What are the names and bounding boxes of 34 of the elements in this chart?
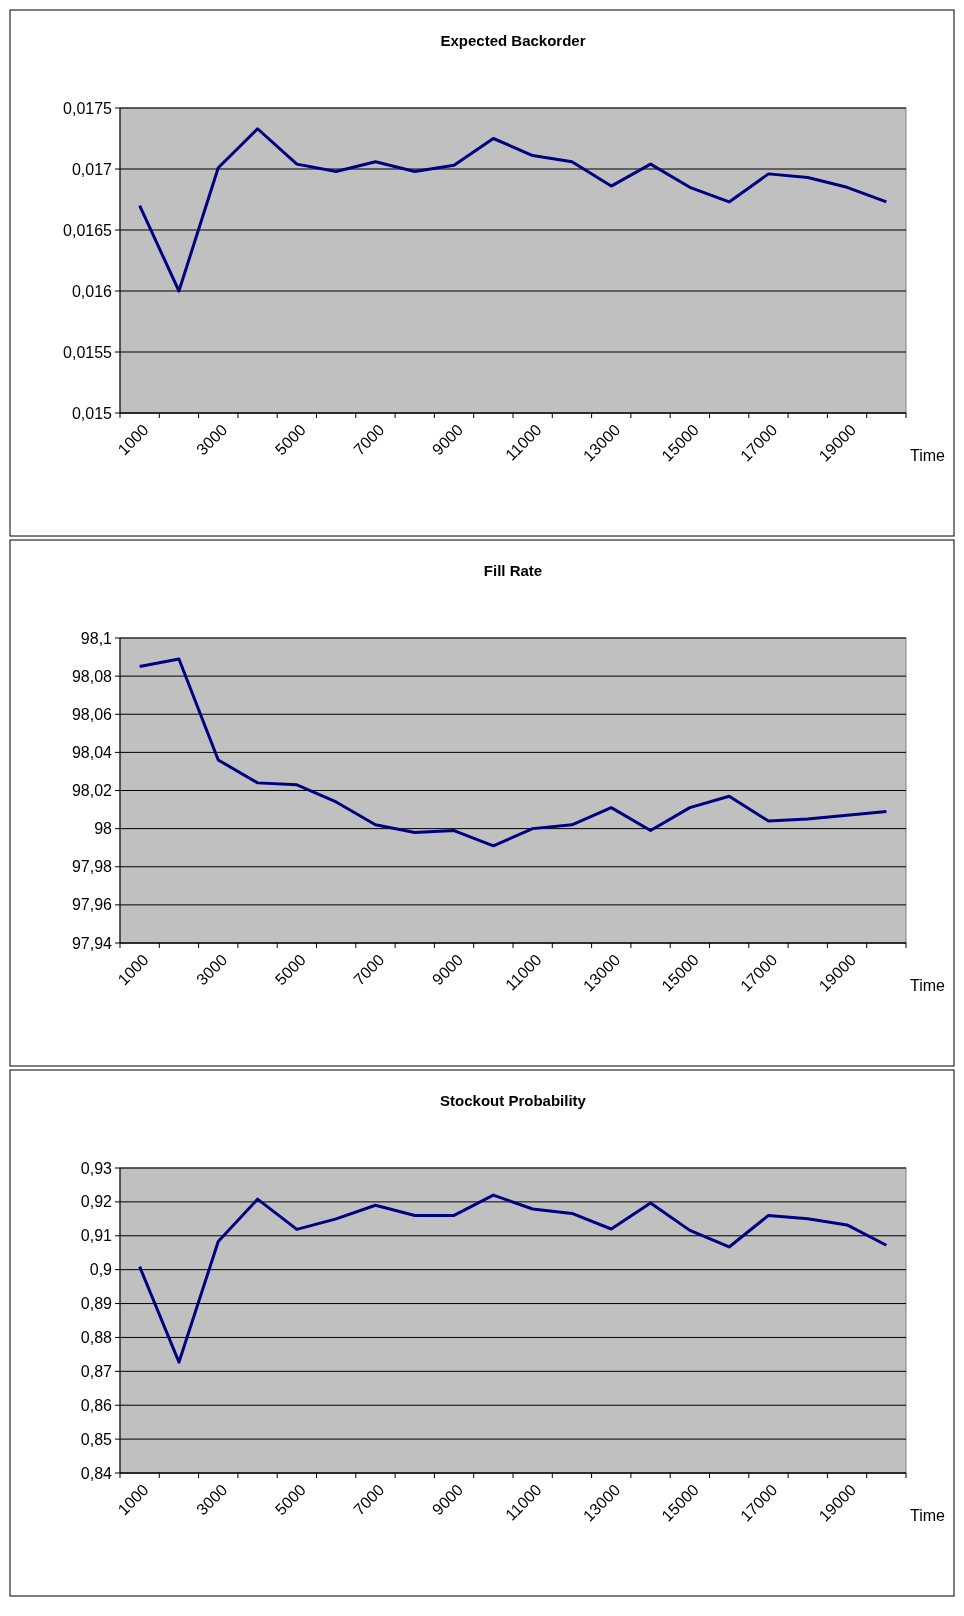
y-tick-label: 0,015 (71, 404, 113, 422)
y-tick-label: 97,94 (71, 934, 113, 952)
y-tick-label: 0,87 (80, 1362, 113, 1380)
chart-title: Stockout Probability (440, 1092, 587, 1109)
y-tick-label: 0,86 (80, 1396, 113, 1414)
y-tick-label: 98,08 (71, 667, 113, 685)
y-tick-label: 0,91 (80, 1227, 113, 1245)
y-tick-label: 0,0165 (63, 221, 113, 239)
y-tick-label: 98 (94, 820, 113, 838)
y-tick-label: 0,85 (80, 1430, 113, 1448)
y-tick-label: 0,0155 (63, 343, 113, 361)
y-tick-label: 0,016 (71, 282, 113, 300)
chart-title: Fill Rate (483, 562, 543, 579)
y-tick-label: 98,1 (80, 629, 113, 647)
y-tick-label: 0,89 (80, 1295, 113, 1313)
x-axis-title: Time (910, 1507, 946, 1524)
y-tick-label: 0,9 (89, 1261, 113, 1279)
chart-title: Expected Backorder (440, 32, 586, 49)
y-tick-label: 98,06 (71, 705, 113, 723)
line-series (138, 1193, 888, 1364)
y-tick-label: 0,88 (80, 1329, 113, 1347)
y-tick-label: 0,0175 (63, 99, 113, 117)
y-tick-label: 97,96 (71, 896, 113, 914)
y-tick-label: 97,98 (71, 858, 113, 876)
line-series (138, 127, 888, 293)
y-tick-label: 0,84 (80, 1464, 113, 1482)
x-axis-title: Time (910, 447, 946, 464)
y-tick-label: 98,04 (71, 743, 113, 761)
x-axis-title: Time (910, 977, 946, 994)
y-tick-label: 98,02 (71, 782, 113, 800)
line-series (138, 657, 888, 848)
y-tick-label: 0,92 (80, 1193, 113, 1211)
y-tick-label: 0,93 (80, 1159, 113, 1177)
y-tick-label: 0,017 (71, 160, 113, 178)
